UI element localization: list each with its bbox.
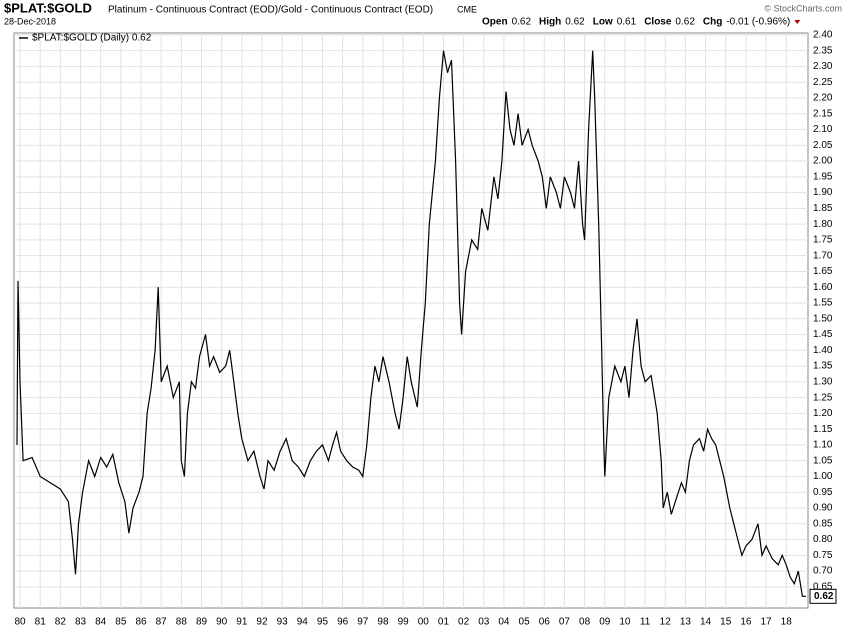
quote-value: 0.62	[565, 17, 585, 28]
x-tick-label: 89	[196, 617, 208, 628]
quote-label: Chg	[703, 17, 722, 28]
y-tick-label: 0.70	[813, 566, 833, 577]
x-tick-label: 93	[277, 617, 289, 628]
exchange: CME	[457, 4, 477, 14]
x-tick-label: 91	[236, 617, 248, 628]
last-value-tag: 0.62	[809, 588, 837, 604]
x-tick-label: 16	[740, 617, 752, 628]
x-tick-label: 06	[539, 617, 551, 628]
down-arrow	[794, 20, 801, 24]
x-tick-label: 82	[55, 617, 67, 628]
legend-label: $PLAT:$GOLD (Daily) 0.62	[32, 33, 152, 44]
x-tick-label: 11	[640, 617, 651, 628]
y-tick-label: 2.35	[813, 45, 833, 56]
x-tick-label: 14	[700, 617, 712, 628]
x-tick-label: 02	[458, 617, 470, 628]
chart-subtitle: Platinum - Continuous Contract (EOD)/Gol…	[108, 5, 433, 16]
plot-frame	[13, 32, 809, 609]
price-line	[16, 50, 806, 597]
y-tick-label: 1.65	[813, 266, 833, 277]
quote-value: 0.61	[617, 17, 637, 28]
x-tick-label: 97	[357, 617, 369, 628]
x-tick-label: 81	[35, 617, 47, 628]
y-tick-label: 2.05	[813, 140, 833, 151]
x-tick-label: 07	[559, 617, 571, 628]
y-tick-label: 2.20	[813, 93, 833, 104]
quote-label: Close	[644, 17, 672, 28]
x-tick-label: 13	[680, 617, 692, 628]
x-tick-label: 96	[337, 617, 349, 628]
x-tick-label: 92	[256, 617, 268, 628]
date: 28-Dec-2018	[4, 16, 56, 26]
y-tick-label: 1.15	[813, 424, 833, 435]
x-tick-label: 87	[156, 617, 168, 628]
quote-label: Open	[482, 17, 508, 28]
y-tick-label: 2.10	[813, 124, 833, 135]
y-tick-label: 1.80	[813, 219, 833, 230]
y-tick-label: 2.40	[813, 30, 833, 41]
y-tick-label: 1.35	[813, 361, 833, 372]
y-tick-label: 1.20	[813, 408, 833, 419]
x-tick-label: 17	[760, 617, 772, 628]
x-tick-label: 80	[14, 617, 26, 628]
x-tick-label: 86	[135, 617, 147, 628]
x-tick-label: 18	[781, 617, 793, 628]
y-tick-label: 0.95	[813, 487, 833, 498]
y-tick-label: 1.85	[813, 203, 833, 214]
quote-value: -0.01 (-0.96%)	[726, 17, 790, 28]
quote-label: Low	[593, 17, 613, 28]
x-tick-label: 90	[216, 617, 228, 628]
x-tick-label: 04	[498, 617, 510, 628]
y-tick-label: 1.75	[813, 235, 833, 246]
y-tick-label: 2.15	[813, 108, 833, 119]
last-value-label: 0.62	[814, 591, 834, 602]
x-tick-label: 05	[519, 617, 531, 628]
y-tick-label: 1.55	[813, 298, 833, 309]
x-tick-label: 99	[398, 617, 410, 628]
y-tick-label: 2.00	[813, 156, 833, 167]
x-tick-label: 00	[418, 617, 430, 628]
y-tick-label: 1.00	[813, 471, 833, 482]
y-tick-label: 0.65	[813, 582, 833, 593]
y-tick-label: 1.45	[813, 329, 833, 340]
chart-title: $PLAT:$GOLD	[4, 0, 92, 15]
x-tick-label: 83	[75, 617, 87, 628]
last-value-box	[809, 588, 837, 604]
x-tick-label: 12	[660, 617, 672, 628]
x-tick-label: 03	[478, 617, 490, 628]
x-tick-label: 98	[377, 617, 389, 628]
y-tick-label: 0.75	[813, 550, 833, 561]
x-tick-label: 08	[579, 617, 591, 628]
y-tick-label: 1.30	[813, 376, 833, 387]
y-tick-label: 1.50	[813, 313, 833, 324]
y-tick-label: 0.80	[813, 534, 833, 545]
x-tick-label: 01	[438, 617, 450, 628]
x-tick-label: 15	[720, 617, 732, 628]
quote-value: 0.62	[512, 17, 532, 28]
y-tick-label: 1.70	[813, 250, 833, 261]
y-tick-label: 1.60	[813, 282, 833, 293]
y-tick-label: 1.25	[813, 392, 833, 403]
y-tick-label: 2.25	[813, 77, 833, 88]
x-tick-label: 95	[317, 617, 329, 628]
x-tick-label: 10	[619, 617, 631, 628]
x-tick-label: 88	[176, 617, 188, 628]
quote-value: 0.62	[675, 17, 695, 28]
y-tick-label: 0.85	[813, 518, 833, 529]
y-tick-label: 1.90	[813, 187, 833, 198]
y-tick-label: 1.95	[813, 171, 833, 182]
quote-label: High	[539, 17, 561, 28]
x-tick-label: 94	[297, 617, 309, 628]
y-tick-label: 1.10	[813, 440, 833, 451]
y-tick-label: 1.05	[813, 455, 833, 466]
x-tick-label: 84	[95, 617, 107, 628]
x-tick-label: 09	[599, 617, 611, 628]
y-tick-label: 0.90	[813, 503, 833, 514]
credit: © StockCharts.com	[764, 3, 842, 13]
y-tick-label: 1.40	[813, 345, 833, 356]
x-tick-label: 85	[115, 617, 127, 628]
y-tick-label: 2.30	[813, 61, 833, 72]
